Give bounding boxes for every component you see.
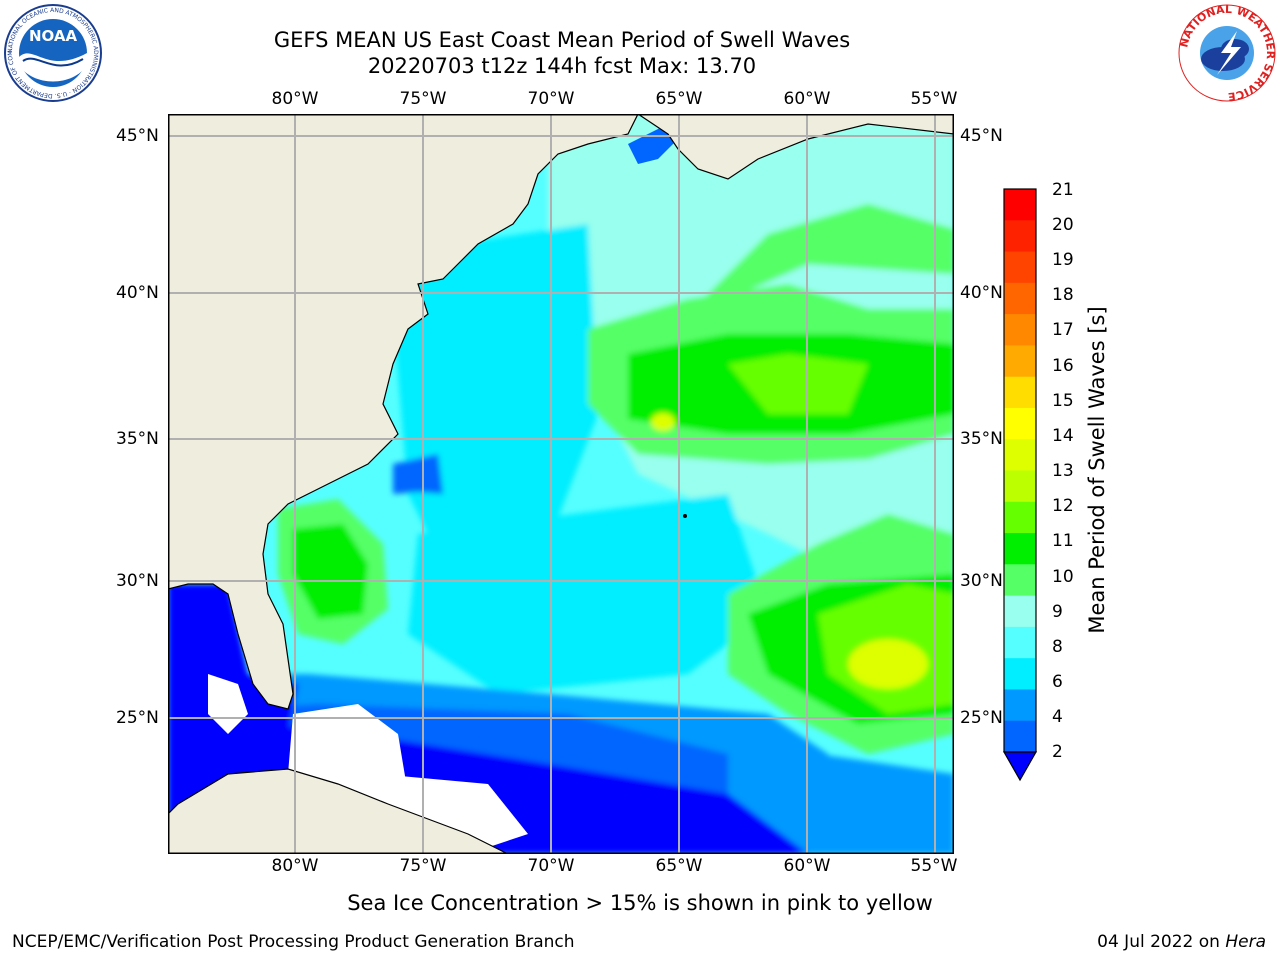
swell-band-4-6-se xyxy=(808,754,954,854)
colorbar-tick-9: 9 xyxy=(1052,602,1063,622)
colorbar-segment xyxy=(1004,470,1036,503)
land-us-east-coast xyxy=(168,114,639,710)
lat-tick-right-30n: 30°N xyxy=(960,571,1003,591)
colorbar-tick-11: 11 xyxy=(1052,531,1074,551)
colorbar-segment xyxy=(1004,658,1036,691)
noaa-logo-icon: NATIONAL OCEANIC AND ATMOSPHERIC ADMINIS… xyxy=(3,3,102,102)
swell-band-6-8 xyxy=(388,224,598,594)
colorbar-tick-6: 6 xyxy=(1052,672,1063,692)
footer-date: 04 Jul 2022 on Hera xyxy=(1097,932,1266,952)
colorbar-tick-15: 15 xyxy=(1052,391,1074,411)
lon-tick-bottom-55w: 55°W xyxy=(910,856,958,876)
footer-date-text: 04 Jul 2022 on xyxy=(1097,932,1220,952)
lon-tick-bottom-75w: 75°W xyxy=(399,856,447,876)
colorbar-tick-16: 16 xyxy=(1052,356,1074,376)
land-bermuda xyxy=(683,514,687,518)
colorbar-segment xyxy=(1004,282,1036,315)
colorbar-below-arrow xyxy=(1002,751,1038,782)
colorbar-tick-18: 18 xyxy=(1052,285,1074,305)
colorbar xyxy=(1002,188,1038,782)
lon-tick-bottom-80w: 80°W xyxy=(271,856,319,876)
lon-tick-top-70w: 70°W xyxy=(527,89,575,109)
colorbar-segment xyxy=(1004,689,1036,722)
colorbar-tick-14: 14 xyxy=(1052,426,1074,446)
colorbar-segment xyxy=(1004,626,1036,659)
land-maritimes xyxy=(636,114,954,180)
colorbar-segment xyxy=(1004,720,1036,753)
colorbar-segment xyxy=(1004,314,1036,346)
lat-tick-right-40n: 40°N xyxy=(960,283,1003,303)
lat-tick-right-25n: 25°N xyxy=(960,708,1003,728)
colorbar-frame xyxy=(1003,188,1037,753)
colorbar-segment xyxy=(1004,220,1036,253)
colorbar-tick-10: 10 xyxy=(1052,567,1074,587)
colorbar-segment xyxy=(1004,595,1036,628)
lon-tick-bottom-60w: 60°W xyxy=(783,856,831,876)
colorbar-tick-17: 17 xyxy=(1052,320,1074,340)
colorbar-segment xyxy=(1004,376,1036,409)
graticule xyxy=(168,114,954,854)
lat-tick-left-30n: 30°N xyxy=(116,571,159,591)
lon-tick-top-65w: 65°W xyxy=(655,89,703,109)
colorbar-label: Mean Period of Swell Waves [s] xyxy=(1085,306,1109,634)
colorbar-tick-2: 2 xyxy=(1052,742,1063,762)
map-title: GEFS MEAN US East Coast Mean Period of S… xyxy=(273,28,851,52)
swell-band-2-4-offshore xyxy=(393,454,443,494)
lon-tick-top-80w: 80°W xyxy=(271,89,319,109)
colorbar-segment xyxy=(1004,564,1036,597)
lat-tick-left-35n: 35°N xyxy=(116,429,159,449)
lon-tick-bottom-70w: 70°W xyxy=(527,856,575,876)
colorbar-segment xyxy=(1004,533,1036,565)
lat-tick-left-40n: 40°N xyxy=(116,283,159,303)
colorbar-tick-4: 4 xyxy=(1052,707,1063,727)
lon-tick-bottom-65w: 65°W xyxy=(655,856,703,876)
gulf-below-range xyxy=(168,584,298,774)
colorbar-segment xyxy=(1004,439,1036,472)
lon-tick-top-75w: 75°W xyxy=(399,89,447,109)
swell-peak-north xyxy=(651,413,675,431)
swell-peak-south xyxy=(848,639,928,689)
colorbar-tick-21: 21 xyxy=(1052,180,1074,200)
colorbar-segment xyxy=(1004,407,1036,440)
footer-host: Hera xyxy=(1225,932,1266,952)
colorbar-segment xyxy=(1004,345,1036,378)
lat-tick-left-45n: 45°N xyxy=(116,126,159,146)
nws-logo-icon: NATIONAL WEATHER SERVICE xyxy=(1177,3,1277,103)
map-subtitle: 20220703 t12z 144h fcst Max: 13.70 xyxy=(367,54,757,78)
colorbar-tick-12: 12 xyxy=(1052,496,1074,516)
lat-tick-right-45n: 45°N xyxy=(960,126,1003,146)
colorbar-tick-19: 19 xyxy=(1052,250,1074,270)
colorbar-segment xyxy=(1004,189,1036,221)
noaa-logo-text: NOAA xyxy=(29,27,78,45)
colorbar-segment xyxy=(1004,501,1036,534)
map-frame xyxy=(168,114,954,854)
lat-tick-right-35n: 35°N xyxy=(960,429,1003,449)
swell-band-florida-10 xyxy=(293,524,368,619)
colorbar-segment xyxy=(1004,251,1036,284)
lat-tick-left-25n: 25°N xyxy=(116,708,159,728)
colorbar-tick-8: 8 xyxy=(1052,637,1063,657)
swell-band-11-12-north xyxy=(728,354,868,414)
swell-period-map xyxy=(168,114,954,854)
sea-ice-note: Sea Ice Concentration > 15% is shown in … xyxy=(347,891,933,915)
colorbar-tick-20: 20 xyxy=(1052,215,1074,235)
colorbar-tick-13: 13 xyxy=(1052,461,1074,481)
lon-tick-top-60w: 60°W xyxy=(783,89,831,109)
lon-tick-top-55w: 55°W xyxy=(910,89,958,109)
swell-band-9-10-ne xyxy=(683,204,954,319)
footer-branch: NCEP/EMC/Verification Post Processing Pr… xyxy=(12,932,575,952)
